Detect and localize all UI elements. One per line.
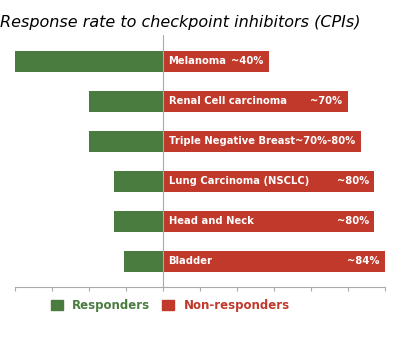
Bar (163, 131, 361, 152)
Bar (163, 211, 374, 232)
Text: ~70%-80%: ~70%-80% (296, 136, 356, 146)
Text: ~40%: ~40% (231, 56, 263, 66)
Text: Renal Cell carcinoma: Renal Cell carcinoma (168, 96, 286, 106)
Bar (114, 171, 163, 192)
Bar (114, 211, 163, 232)
Legend: Responders, Non-responders: Responders, Non-responders (46, 294, 294, 316)
Bar (163, 91, 348, 112)
Text: Response rate to checkpoint inhibitors (CPIs): Response rate to checkpoint inhibitors (… (0, 15, 361, 30)
Text: Melanoma: Melanoma (168, 56, 226, 66)
Bar (89, 91, 163, 112)
Text: ~80%: ~80% (337, 216, 369, 226)
Bar (163, 171, 374, 192)
Bar (124, 251, 163, 272)
Text: ~84%: ~84% (347, 256, 380, 266)
Text: Bladder: Bladder (168, 256, 212, 266)
Text: ~80%: ~80% (337, 176, 369, 186)
Text: Head and Neck: Head and Neck (168, 216, 254, 226)
Bar (89, 131, 163, 152)
Bar (163, 251, 385, 272)
Text: Lung Carcinoma (NSCLC): Lung Carcinoma (NSCLC) (168, 176, 309, 186)
Bar (15, 51, 163, 72)
Text: ~70%: ~70% (310, 96, 342, 106)
Bar (163, 51, 269, 72)
Text: Triple Negative Breast: Triple Negative Breast (168, 136, 295, 146)
